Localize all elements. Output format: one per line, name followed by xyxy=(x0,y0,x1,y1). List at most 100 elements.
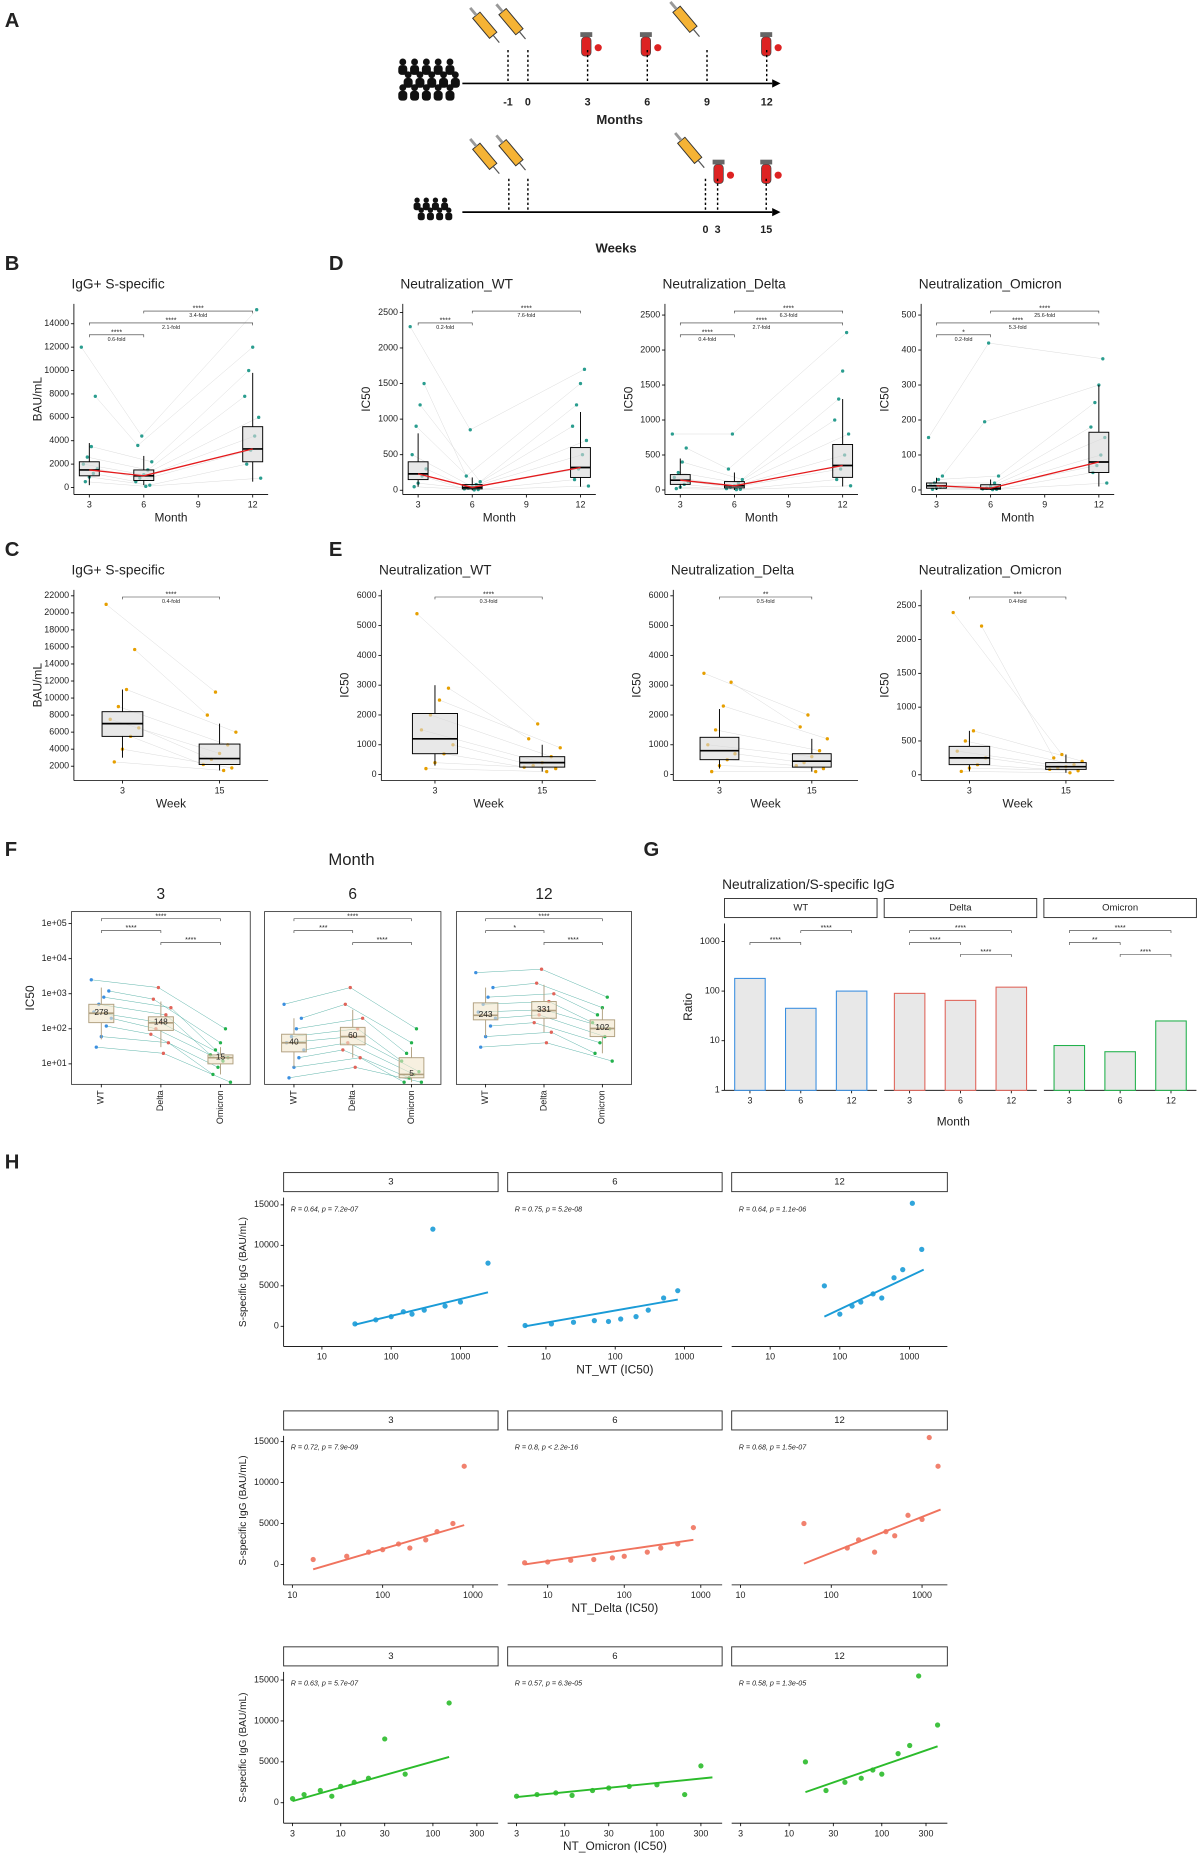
point xyxy=(572,477,577,482)
comparison-label: **** xyxy=(155,912,166,920)
point xyxy=(840,369,845,373)
comparison-label: **** xyxy=(1115,924,1126,932)
y-tick-label: 6000 xyxy=(49,412,69,422)
comparison-bracket xyxy=(417,322,473,326)
point xyxy=(729,680,733,684)
person-icon xyxy=(436,212,444,221)
pair-line xyxy=(130,736,204,765)
panel-letter: D xyxy=(329,253,344,275)
x-tick-label: 1000 xyxy=(912,1590,932,1600)
comparison-label: **** xyxy=(111,328,122,336)
x-tick-label: 300 xyxy=(919,1828,934,1838)
y-tick-label: 0 xyxy=(274,1559,279,1569)
person-icon xyxy=(441,197,448,203)
comparison-bracket xyxy=(1069,930,1172,934)
point xyxy=(644,1549,650,1555)
blood-drop xyxy=(726,171,735,179)
x-axis-label: Month xyxy=(154,510,187,524)
pair-line xyxy=(448,687,529,740)
point xyxy=(149,1032,153,1036)
median-label: 331 xyxy=(537,1004,551,1014)
x-tick-label: WT xyxy=(96,1090,106,1104)
point xyxy=(610,1059,614,1063)
point xyxy=(605,995,609,999)
comparison-bracket xyxy=(936,334,991,338)
point xyxy=(982,420,987,424)
correlation-label: R = 0.68, p = 1.5e-07 xyxy=(739,1444,807,1452)
facet-strip xyxy=(507,1410,723,1431)
comparison-bracket xyxy=(749,942,802,945)
person-icon xyxy=(411,84,419,92)
person-icon xyxy=(434,84,442,92)
point xyxy=(536,722,540,726)
person-icon xyxy=(422,84,430,92)
y-tick-label: 8000 xyxy=(49,388,69,398)
y-tick-label: 10000 xyxy=(44,692,69,702)
pair-line xyxy=(703,673,809,716)
person-icon xyxy=(432,197,439,203)
point xyxy=(570,1319,577,1325)
y-tick-label: 3000 xyxy=(357,680,377,690)
point xyxy=(835,477,839,482)
point xyxy=(329,1793,335,1799)
person-icon xyxy=(439,78,449,88)
pair-line xyxy=(674,433,849,487)
point xyxy=(570,424,575,428)
point xyxy=(148,483,152,487)
facet-strip xyxy=(283,1410,499,1431)
pair-line xyxy=(730,682,801,728)
pair-line xyxy=(965,740,1075,765)
point xyxy=(136,443,140,448)
x-tick-label: 12 xyxy=(1006,1095,1016,1105)
point xyxy=(609,1555,616,1561)
box xyxy=(407,461,429,481)
y-tick-label: 10000 xyxy=(254,1240,279,1250)
x-tick-label: 12 xyxy=(248,500,258,510)
y-tick-label: 200 xyxy=(901,414,916,424)
comparison-label: **** xyxy=(185,936,196,944)
correlation-label: R = 0.75, p = 5.2e-08 xyxy=(515,1205,582,1213)
point xyxy=(1060,752,1064,757)
point xyxy=(907,1742,913,1749)
y-tick-label: 0 xyxy=(911,769,916,779)
point xyxy=(674,486,678,491)
person-icon xyxy=(399,58,407,66)
person-icon xyxy=(399,84,407,92)
point xyxy=(814,769,818,774)
x-tick-label: 30 xyxy=(828,1828,838,1838)
x-tick-label: 12 xyxy=(1094,500,1104,510)
point xyxy=(670,432,675,436)
comparison-label: **** xyxy=(929,936,940,944)
box xyxy=(948,745,991,766)
point xyxy=(544,1041,549,1045)
point xyxy=(446,686,451,690)
y-tick-label: 500 xyxy=(645,449,660,459)
comparison-bracket xyxy=(485,918,603,922)
y-tick-label: 2500 xyxy=(897,600,917,610)
point xyxy=(353,1065,357,1069)
y-tick-label: 1000 xyxy=(649,739,669,749)
y-tick-label: 18000 xyxy=(44,624,69,634)
point xyxy=(895,1751,901,1757)
x-tick-label: 1000 xyxy=(691,1590,711,1600)
facet-strip-label: WT xyxy=(793,903,808,914)
comparison-bracket xyxy=(734,310,843,314)
point xyxy=(549,1030,554,1034)
bar xyxy=(785,1007,817,1091)
fold-label: 0.4-fold xyxy=(162,599,180,605)
point xyxy=(486,995,490,999)
fit-line xyxy=(516,1776,713,1798)
point xyxy=(1089,425,1093,429)
pair-line xyxy=(105,604,216,693)
point xyxy=(255,308,259,312)
x-tick-label: 15 xyxy=(807,786,817,796)
comparison-bracket xyxy=(969,596,1067,600)
comparison-label: **** xyxy=(440,316,451,324)
pair-line xyxy=(684,468,841,489)
y-tick-label: 1500 xyxy=(640,379,660,389)
point xyxy=(996,474,1001,478)
comparison-label: ** xyxy=(763,591,769,599)
person-icon xyxy=(415,78,425,88)
x-tick-label: 10 xyxy=(784,1828,794,1838)
panel-letter: B xyxy=(5,253,20,275)
